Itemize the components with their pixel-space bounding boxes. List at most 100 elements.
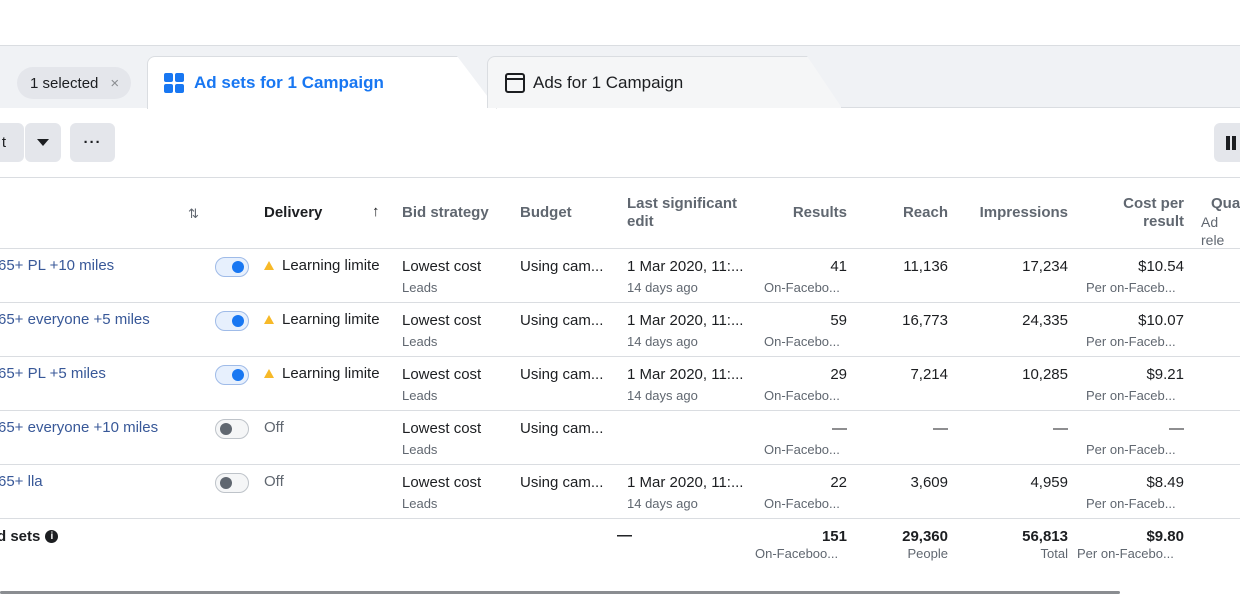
delivery-text: Off bbox=[264, 473, 284, 490]
table-header: ⇅ Delivery ↑ Bid strategy Budget Last si… bbox=[0, 178, 1240, 249]
status-toggle[interactable] bbox=[215, 473, 249, 493]
bid-strategy-sub: Leads bbox=[402, 334, 438, 349]
table-row[interactable]: 65+ lla Off Lowest cost Leads Using cam... 1 … bbox=[0, 465, 1240, 519]
toggle-knob bbox=[232, 369, 244, 381]
reach: — bbox=[933, 420, 948, 437]
budget: Using cam... bbox=[520, 474, 604, 491]
ad-window-icon bbox=[505, 72, 525, 93]
tab-ads-label: Ads for 1 Campaign bbox=[533, 72, 684, 92]
bid-strategy: Lowest cost bbox=[402, 312, 482, 329]
sort-up-icon[interactable]: ↑ bbox=[372, 203, 380, 220]
tab-bar: Ad sets for 1 Campaign Ads for 1 Campaig… bbox=[0, 46, 1240, 109]
delivery-status: Learning limite bbox=[264, 365, 380, 382]
cost-per-result: $10.07 bbox=[1138, 312, 1184, 329]
tab-ad-sets[interactable]: Ad sets for 1 Campaign bbox=[147, 56, 497, 109]
table-row[interactable]: 65+ PL +5 miles Learning limite Lowest cos… bbox=[0, 357, 1240, 411]
reach: 11,136 bbox=[903, 258, 948, 275]
selection-chip-label: 1 selected bbox=[30, 74, 99, 92]
close-icon[interactable]: × bbox=[110, 74, 120, 92]
totals-cost: $9.80 bbox=[1146, 528, 1184, 545]
toggle-knob bbox=[220, 423, 232, 435]
totals-impressions-sub: Total bbox=[1040, 546, 1068, 561]
delivery-text: Learning limite bbox=[282, 365, 380, 382]
column-impressions[interactable]: Impressions bbox=[979, 204, 1068, 221]
table-row[interactable]: 65+ everyone +10 miles Off Lowest cost Lead… bbox=[0, 411, 1240, 465]
totals-label-text: d sets bbox=[0, 528, 41, 545]
tab-ads[interactable]: Ads for 1 Campaign bbox=[487, 56, 842, 108]
column-budget[interactable]: Budget bbox=[520, 204, 572, 221]
sort-icon[interactable]: ⇅ bbox=[188, 206, 199, 221]
info-icon[interactable]: i bbox=[45, 530, 59, 543]
results: 41 bbox=[830, 258, 847, 275]
column-reach[interactable]: Reach bbox=[902, 204, 948, 221]
ad-set-name[interactable]: 65+ PL +10 miles bbox=[0, 257, 115, 274]
ad-set-name[interactable]: 65+ everyone +5 miles bbox=[0, 311, 150, 328]
impressions: 17,234 bbox=[1022, 258, 1068, 275]
table-row[interactable]: 65+ everyone +5 miles Learning limite Lowe… bbox=[0, 303, 1240, 357]
bid-strategy-sub: Leads bbox=[402, 388, 438, 403]
selection-chip[interactable]: 1 selected × bbox=[17, 67, 132, 99]
reach: 16,773 bbox=[902, 312, 948, 329]
columns-icon bbox=[1226, 135, 1236, 150]
column-last-edit[interactable]: Last significant edit bbox=[627, 195, 738, 230]
tab-ad-sets-label: Ad sets for 1 Campaign bbox=[194, 73, 384, 92]
totals-reach: 29,360 bbox=[902, 528, 948, 545]
last-edit: 1 Mar 2020, 11:... bbox=[627, 312, 744, 329]
bid-strategy: Lowest cost bbox=[402, 366, 482, 383]
column-delivery[interactable]: Delivery bbox=[264, 204, 323, 221]
delivery-status: Off bbox=[264, 419, 284, 436]
cost-per-result-sub: Per on-Faceb... bbox=[1086, 334, 1176, 349]
last-edit-sub: 14 days ago bbox=[627, 334, 698, 349]
delivery-text: Learning limite bbox=[282, 311, 380, 328]
totals-row: d sets i — 151 On-Faceboo... 29,360 Peop… bbox=[0, 520, 1240, 594]
table-row[interactable]: 65+ PL +10 miles Learning limite Lowest co… bbox=[0, 249, 1240, 303]
totals-edit: — bbox=[617, 527, 632, 544]
cost-per-result: — bbox=[1169, 420, 1184, 437]
results-sub: On-Facebo... bbox=[764, 334, 840, 349]
ad-set-name[interactable]: 65+ PL +5 miles bbox=[0, 365, 106, 382]
status-toggle[interactable] bbox=[215, 419, 249, 439]
status-toggle[interactable] bbox=[215, 257, 249, 277]
ad-set-name[interactable]: 65+ lla bbox=[0, 473, 43, 490]
toggle-knob bbox=[232, 315, 244, 327]
last-edit-sub: 14 days ago bbox=[627, 388, 698, 403]
bid-strategy: Lowest cost bbox=[402, 258, 482, 275]
cost-per-result-sub: Per on-Faceb... bbox=[1086, 442, 1176, 457]
ad-set-name[interactable]: 65+ everyone +10 miles bbox=[0, 419, 159, 436]
warning-icon bbox=[264, 315, 274, 324]
impressions: 4,959 bbox=[1030, 474, 1068, 491]
toggle-knob bbox=[220, 477, 232, 489]
edit-button[interactable]: t bbox=[0, 123, 24, 162]
bid-strategy-sub: Leads bbox=[402, 442, 438, 457]
results: 29 bbox=[830, 366, 847, 383]
column-cost-per-result[interactable]: Cost per result bbox=[1123, 195, 1184, 230]
delivery-status: Learning limite bbox=[264, 257, 380, 274]
status-toggle[interactable] bbox=[215, 311, 249, 331]
column-quality-sub: Ad rele bbox=[1201, 214, 1225, 248]
delivery-text: Learning limite bbox=[282, 257, 380, 274]
results: — bbox=[832, 420, 847, 437]
cost-per-result: $8.49 bbox=[1146, 474, 1184, 491]
warning-icon bbox=[264, 369, 274, 378]
columns-button[interactable] bbox=[1214, 123, 1240, 162]
last-edit: 1 Mar 2020, 11:... bbox=[627, 258, 744, 275]
more-icon: ··· bbox=[83, 134, 102, 151]
totals-results: 151 bbox=[821, 528, 847, 545]
budget: Using cam... bbox=[520, 420, 604, 437]
column-quality[interactable]: Qua bbox=[1211, 195, 1240, 212]
results: 22 bbox=[830, 474, 847, 491]
cost-per-result: $9.21 bbox=[1146, 366, 1184, 383]
edit-dropdown-button[interactable] bbox=[25, 123, 61, 162]
column-results[interactable]: Results bbox=[792, 204, 847, 221]
column-bid-strategy[interactable]: Bid strategy bbox=[402, 204, 489, 221]
last-edit-sub: 14 days ago bbox=[627, 496, 698, 511]
grid-icon bbox=[164, 73, 184, 93]
horizontal-scrollbar[interactable] bbox=[0, 591, 1120, 594]
delivery-status: Off bbox=[264, 473, 284, 490]
last-edit-sub: 14 days ago bbox=[627, 280, 698, 295]
totals-results-sub: On-Faceboo... bbox=[755, 546, 839, 561]
budget: Using cam... bbox=[520, 366, 604, 383]
more-options-button[interactable]: ··· bbox=[70, 123, 115, 162]
results: 59 bbox=[830, 312, 847, 329]
status-toggle[interactable] bbox=[215, 365, 249, 385]
